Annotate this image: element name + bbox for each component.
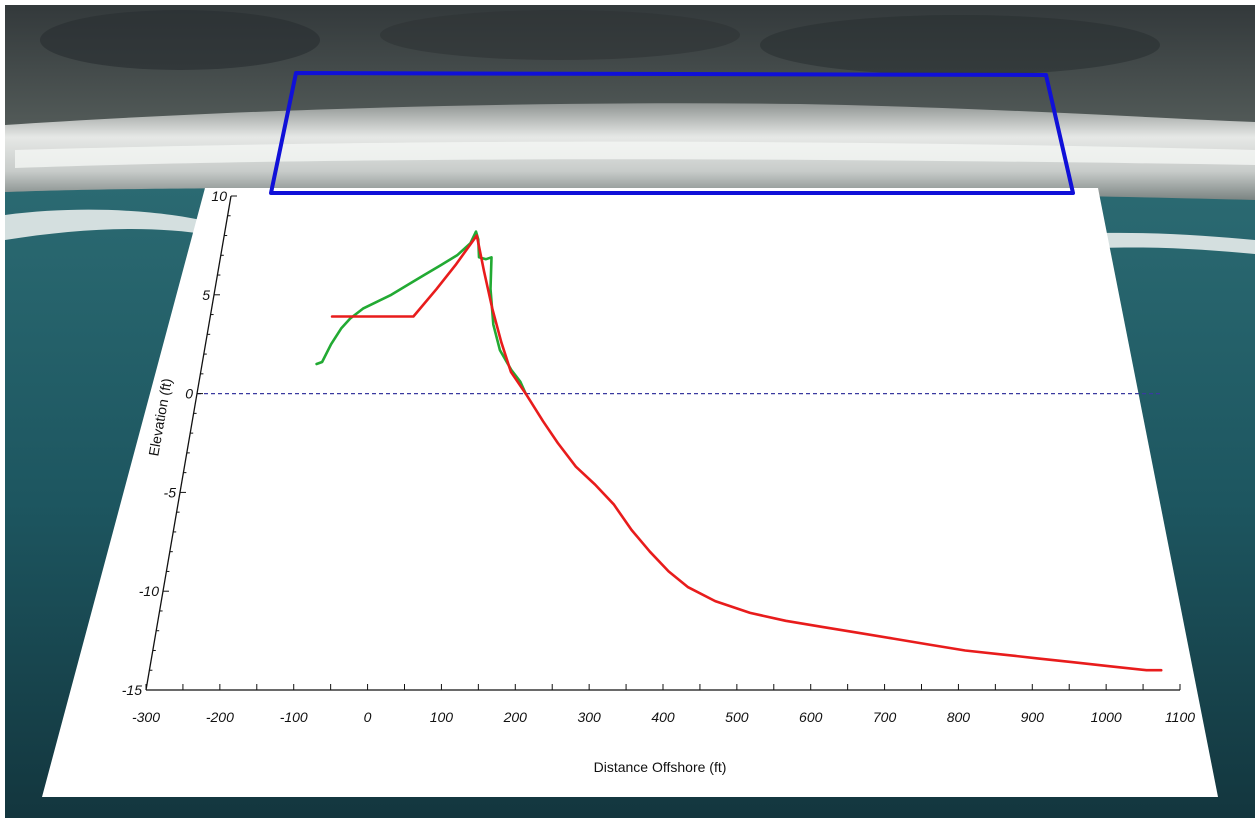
x-tick-label: 800	[947, 709, 971, 725]
chart-panel	[42, 188, 1218, 797]
series-line-2	[330, 234, 1163, 672]
x-tick-label: -300	[132, 709, 160, 725]
x-tick-label: 400	[651, 709, 675, 725]
x-tick-label: 0	[364, 709, 372, 725]
x-tick-label: -100	[280, 709, 308, 725]
y-tick-label: -10	[139, 583, 159, 599]
x-tick-label: 500	[725, 709, 749, 725]
y-tick-label: 10	[211, 188, 227, 204]
x-tick-label: 900	[1021, 709, 1045, 725]
y-tick-label: 0	[185, 386, 193, 402]
y-axis-line	[145, 195, 232, 691]
region-frame	[269, 71, 1075, 195]
x-tick-label: 100	[430, 709, 454, 725]
y-tick-label: -15	[122, 682, 142, 698]
y-tick-label: 5	[202, 287, 210, 303]
surf-line	[1100, 232, 1255, 254]
vegetation-patch	[380, 10, 740, 60]
series-line-1	[315, 230, 527, 395]
x-tick-label: 300	[577, 709, 601, 725]
x-tick-label: 700	[873, 709, 897, 725]
x-tick-label: 600	[799, 709, 823, 725]
y-tick-label: -5	[164, 484, 177, 500]
x-tick-label: -200	[206, 709, 234, 725]
x-axis-title: Distance Offshore (ft)	[594, 759, 727, 775]
vegetation-patch	[40, 10, 320, 70]
wash-band	[15, 141, 1255, 168]
x-tick-label: 200	[503, 709, 528, 725]
vegetation-patch	[760, 15, 1160, 75]
x-tick-label: 1100	[1165, 709, 1195, 725]
x-tick-label: 1000	[1091, 709, 1122, 725]
surf-line	[5, 209, 210, 240]
